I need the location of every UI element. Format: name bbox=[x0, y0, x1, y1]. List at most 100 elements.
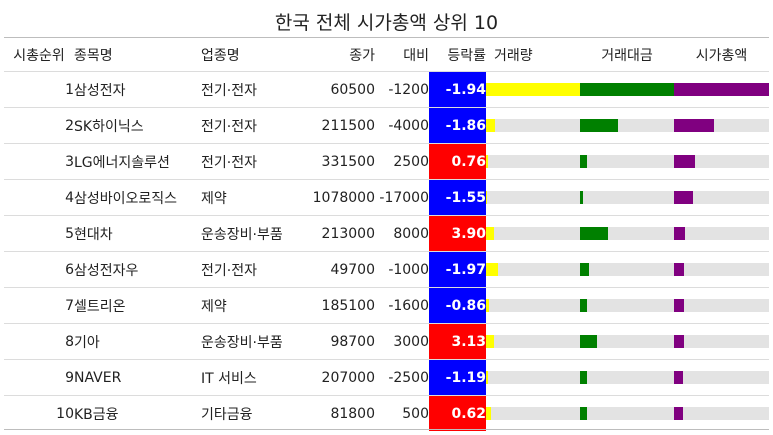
table-row: 6 삼성전자우 전기·전자 49700 -1000 -1.97 bbox=[4, 251, 769, 288]
cell-diff: 8000 bbox=[375, 215, 429, 252]
cell-name: 삼성전자 bbox=[74, 71, 201, 108]
col-header-amount: 거래대금 bbox=[601, 47, 653, 64]
cell-name: 기아 bbox=[74, 323, 201, 360]
volume-bar-cell bbox=[486, 71, 580, 108]
amount-bar-cell bbox=[580, 359, 674, 396]
cell-name: KB금융 bbox=[74, 395, 201, 431]
cell-rank: 8 bbox=[4, 323, 74, 360]
amount-bar-cell bbox=[580, 323, 674, 360]
marketcap-bar-track bbox=[674, 83, 769, 96]
marketcap-bar-cell bbox=[674, 287, 769, 324]
marketcap-bar-cell bbox=[674, 359, 769, 396]
amount-bar-track bbox=[580, 119, 674, 132]
cell-pct: 0.76 bbox=[429, 143, 486, 180]
volume-bar-cell bbox=[486, 215, 580, 252]
cell-rank: 5 bbox=[4, 215, 74, 252]
cell-pct: 3.90 bbox=[429, 215, 486, 252]
table-row: 4 삼성바이오로직스 제약 1078000 -17000 -1.55 bbox=[4, 179, 769, 216]
amount-bar-cell bbox=[580, 107, 674, 144]
amount-bar-cell bbox=[580, 215, 674, 252]
volume-bar-cell bbox=[486, 359, 580, 396]
table-row: 9 NAVER IT 서비스 207000 -2500 -1.19 bbox=[4, 359, 769, 396]
volume-bar-track bbox=[486, 191, 580, 204]
amount-bar bbox=[580, 119, 618, 132]
cell-sector: 전기·전자 bbox=[201, 107, 298, 144]
marketcap-bar bbox=[674, 371, 683, 384]
cell-rank: 10 bbox=[4, 395, 74, 431]
volume-bar-cell bbox=[486, 323, 580, 360]
cell-pct: -1.97 bbox=[429, 251, 486, 288]
volume-bar-track bbox=[486, 371, 580, 384]
bottom-rule bbox=[4, 429, 769, 430]
amount-bar bbox=[580, 155, 587, 168]
marketcap-bar bbox=[674, 263, 685, 276]
marketcap-bar-track bbox=[674, 263, 769, 276]
col-header-marketcap: 시가총액 bbox=[695, 47, 748, 64]
col-header-diff: 대비 bbox=[403, 47, 429, 64]
cell-pct: -1.55 bbox=[429, 179, 486, 216]
cell-rank: 2 bbox=[4, 107, 74, 144]
amount-bar-cell bbox=[580, 71, 674, 108]
amount-bar bbox=[580, 299, 587, 312]
cell-sector: 운송장비·부품 bbox=[201, 323, 298, 360]
marketcap-bar bbox=[674, 227, 686, 240]
amount-bar-track bbox=[580, 263, 674, 276]
cell-close: 81800 bbox=[298, 395, 375, 431]
col-header-rank: 시총순위 bbox=[13, 47, 65, 64]
cell-rank: 3 bbox=[4, 143, 74, 180]
volume-bar-track bbox=[486, 119, 580, 132]
amount-bar bbox=[580, 335, 597, 348]
amount-bar bbox=[580, 191, 583, 204]
volume-bar bbox=[486, 119, 496, 132]
cell-pct: -1.19 bbox=[429, 359, 486, 396]
volume-bar-cell bbox=[486, 179, 580, 216]
cell-name: NAVER bbox=[74, 359, 201, 396]
col-header-name: 종목명 bbox=[74, 47, 113, 64]
cell-diff: -1000 bbox=[375, 251, 429, 288]
cell-sector: 기타금융 bbox=[201, 395, 298, 431]
cell-sector: 제약 bbox=[201, 287, 298, 324]
marketcap-bar-track bbox=[674, 407, 769, 420]
marketcap-bar-cell bbox=[674, 215, 769, 252]
col-header-close: 종가 bbox=[349, 47, 375, 64]
amount-bar bbox=[580, 371, 587, 384]
cell-pct: 0.62 bbox=[429, 395, 486, 431]
marketcap-bar-cell bbox=[674, 323, 769, 360]
cell-pct: 3.13 bbox=[429, 323, 486, 360]
amount-bar-track bbox=[580, 155, 674, 168]
cell-pct: -1.86 bbox=[429, 107, 486, 144]
amount-bar-cell bbox=[580, 287, 674, 324]
marketcap-bar bbox=[674, 119, 714, 132]
amount-bar bbox=[580, 83, 674, 96]
table-row: 8 기아 운송장비·부품 98700 3000 3.13 bbox=[4, 323, 769, 360]
volume-bar-cell bbox=[486, 143, 580, 180]
cell-rank: 4 bbox=[4, 179, 74, 216]
cell-diff: 3000 bbox=[375, 323, 429, 360]
cell-close: 60500 bbox=[298, 71, 375, 108]
volume-bar bbox=[486, 407, 491, 420]
volume-bar bbox=[486, 83, 580, 96]
marketcap-bar bbox=[674, 155, 695, 168]
cell-sector: 전기·전자 bbox=[201, 251, 298, 288]
table-row: 3 LG에너지솔루션 전기·전자 331500 2500 0.76 bbox=[4, 143, 769, 180]
volume-bar bbox=[486, 299, 489, 312]
volume-bar-cell bbox=[486, 251, 580, 288]
cell-diff: -1200 bbox=[375, 71, 429, 108]
cell-close: 1078000 bbox=[298, 179, 375, 216]
cell-close: 211500 bbox=[298, 107, 375, 144]
col-header-volume: 거래량 bbox=[494, 47, 533, 64]
marketcap-bar-track bbox=[674, 227, 769, 240]
volume-bar-cell bbox=[486, 287, 580, 324]
cell-close: 213000 bbox=[298, 215, 375, 252]
marketcap-bar-track bbox=[674, 335, 769, 348]
cell-close: 185100 bbox=[298, 287, 375, 324]
cell-name: 현대차 bbox=[74, 215, 201, 252]
table-title: 한국 전체 시가총액 상위 10 bbox=[274, 12, 499, 34]
table-row: 10 KB금융 기타금융 81800 500 0.62 bbox=[4, 395, 769, 431]
cell-rank: 1 bbox=[4, 71, 74, 108]
table-row: 1 삼성전자 전기·전자 60500 -1200 -1.94 bbox=[4, 71, 769, 108]
volume-bar-track bbox=[486, 335, 580, 348]
marketcap-bar-track bbox=[674, 119, 769, 132]
marketcap-bar bbox=[674, 299, 685, 312]
